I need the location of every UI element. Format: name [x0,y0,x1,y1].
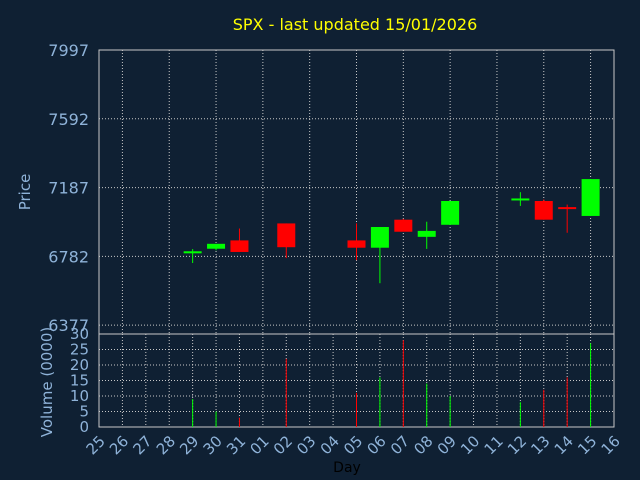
candle-body [534,201,553,220]
price-tick-label: 7997 [48,41,89,60]
volume-tick-label: 15 [70,372,89,390]
x-tick-label: 27 [129,432,155,458]
x-tick-label: 15 [574,432,600,458]
x-tick-label: 11 [481,432,507,458]
x-tick-label: 01 [246,432,272,458]
volume-tick-label: 30 [70,325,89,343]
candle-body [558,207,577,210]
candle-body [207,243,226,249]
day-axis-label: Day [333,460,361,476]
x-tick-label: 08 [410,432,436,458]
x-tick-label: 13 [527,432,553,458]
candle-body [441,201,460,225]
price-tick-label: 7187 [48,179,89,198]
x-tick-label: 31 [223,432,249,458]
volume-tick-label: 25 [70,341,89,359]
x-tick-label: 07 [387,432,413,458]
volume-tick-label: 10 [70,387,89,405]
x-tick-label: 06 [364,432,390,458]
x-tick-label: 09 [434,432,460,458]
x-axis-ticks: 2526272829303101020304050607080910111213… [83,432,624,458]
price-tick-label: 6377 [48,316,89,335]
candle-body [581,179,600,216]
candle-body [277,223,296,248]
candle-body [230,240,249,252]
x-tick-label: 10 [457,432,483,458]
candle-body [511,198,530,201]
x-tick-label: 02 [270,432,296,458]
price-tick-label: 6782 [48,247,89,266]
volume-tick-label: 5 [79,403,89,421]
x-tick-label: 14 [551,432,577,458]
candle-body [347,240,366,248]
candle-body [394,219,413,232]
volume-tick-label: 0 [79,418,89,436]
x-tick-label: 05 [340,432,366,458]
candle-body [183,251,202,254]
price-panel: 7997 7592 7187 6782 6377 [48,41,615,335]
volume-tick-label: 20 [70,356,89,374]
price-tick-label: 7592 [48,110,89,129]
x-tick-label: 04 [317,432,343,458]
candle-body [417,230,436,237]
x-tick-label: 28 [153,432,179,458]
x-tick-label: 12 [504,432,530,458]
price-axis-label: Price [16,174,34,211]
x-tick-label: 30 [200,432,226,458]
chart-title: SPX - last updated 15/01/2026 [233,15,478,34]
x-tick-label: 03 [293,432,319,458]
x-tick-label: 25 [83,432,109,458]
x-tick-label: 16 [598,432,624,458]
candle-body [370,226,389,248]
x-tick-label: 29 [176,432,202,458]
volume-axis-label: Volume (0000) [38,327,56,437]
x-tick-label: 26 [106,432,132,458]
